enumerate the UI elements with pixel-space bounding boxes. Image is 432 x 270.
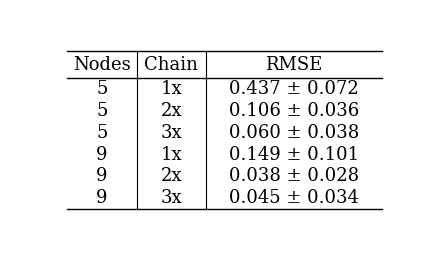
Text: 2x: 2x <box>161 167 182 185</box>
Text: 5: 5 <box>96 102 108 120</box>
Text: 5: 5 <box>96 124 108 142</box>
Text: RMSE: RMSE <box>265 56 323 74</box>
Text: 3x: 3x <box>160 124 182 142</box>
Text: 9: 9 <box>96 189 108 207</box>
Text: 0.149 ± 0.101: 0.149 ± 0.101 <box>229 146 359 164</box>
Text: 0.437 ± 0.072: 0.437 ± 0.072 <box>229 80 359 98</box>
Text: 9: 9 <box>96 167 108 185</box>
Text: 0.060 ± 0.038: 0.060 ± 0.038 <box>229 124 359 142</box>
Text: 0.038 ± 0.028: 0.038 ± 0.028 <box>229 167 359 185</box>
Text: 5: 5 <box>96 80 108 98</box>
Text: 1x: 1x <box>160 146 182 164</box>
Text: Chain: Chain <box>144 56 198 74</box>
Text: 2x: 2x <box>161 102 182 120</box>
Text: 0.106 ± 0.036: 0.106 ± 0.036 <box>229 102 359 120</box>
Text: 3x: 3x <box>160 189 182 207</box>
Text: Nodes: Nodes <box>73 56 131 74</box>
Text: 9: 9 <box>96 146 108 164</box>
Text: 0.045 ± 0.034: 0.045 ± 0.034 <box>229 189 359 207</box>
Text: 1x: 1x <box>160 80 182 98</box>
